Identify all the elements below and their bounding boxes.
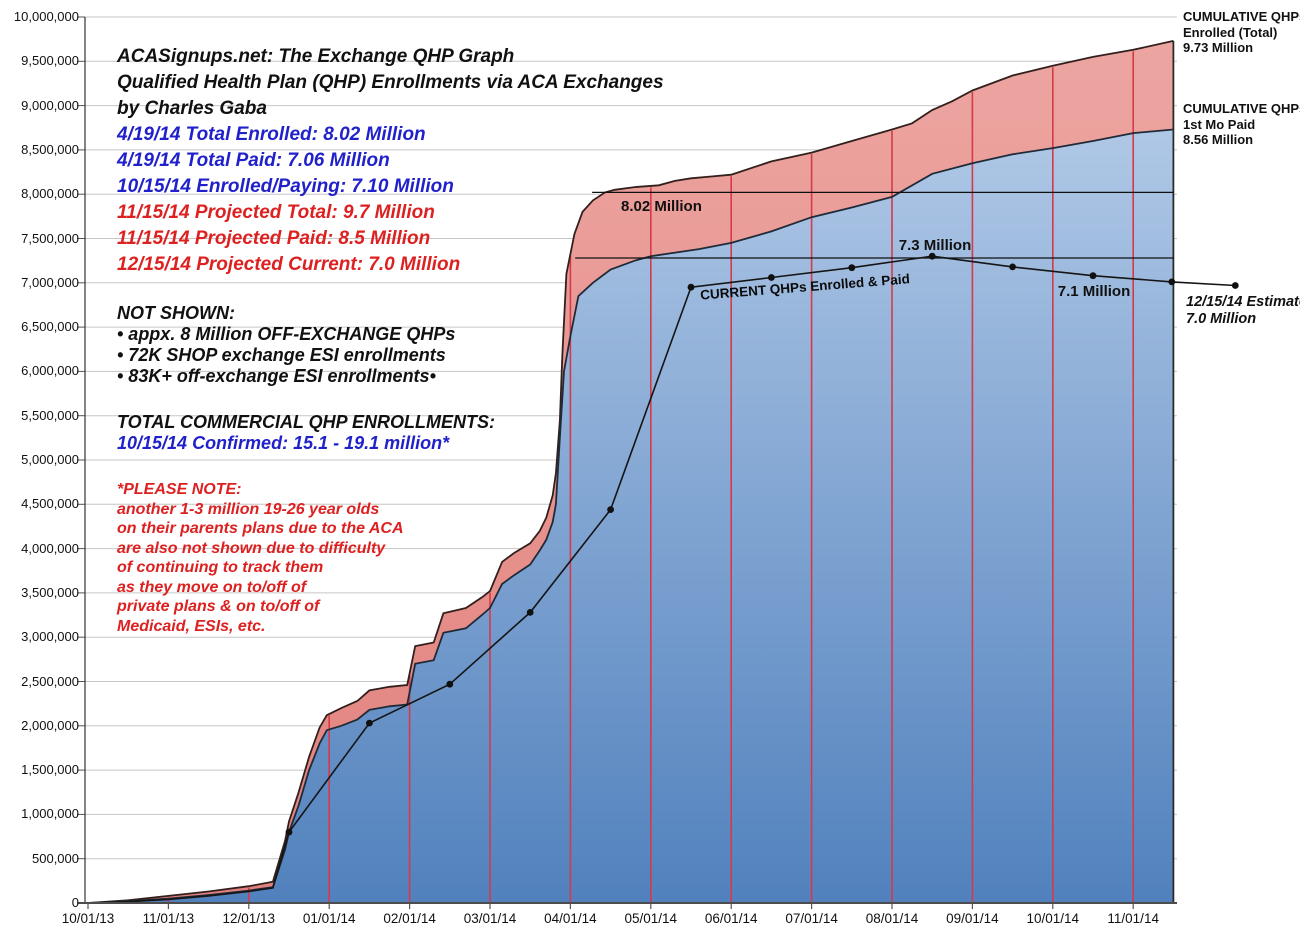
y-tick-label: 2,000,000 xyxy=(21,717,79,733)
y-tick-label: 4,500,000 xyxy=(21,496,79,512)
plateau-value-label: 8.02 Million xyxy=(621,198,702,215)
y-tick-label: 0 xyxy=(71,895,79,910)
please-note-line: as they move on to/off of xyxy=(117,578,307,596)
x-tick-label: 08/01/14 xyxy=(865,911,919,926)
please-note-line: Medicaid, ESIs, etc. xyxy=(117,617,266,635)
y-tick-label: 5,500,000 xyxy=(21,407,79,423)
estimate-label-line: 12/15/14 Estimate: xyxy=(1186,294,1300,310)
x-tick-label: 10/01/13 xyxy=(61,911,115,926)
x-axis-labels: 10/01/13 11/01/13 12/01/13 01/01/14 02/01/14… xyxy=(0,911,1300,935)
y-tick-label: 6,000,000 xyxy=(21,363,79,379)
y-tick-label: 9,000,000 xyxy=(21,97,79,113)
x-tick-label: 11/01/14 xyxy=(1107,911,1159,926)
please-note-line: are also not shown due to difficulty xyxy=(117,539,386,557)
projection-total: 11/15/14 Projected Total: 9.7 Million xyxy=(117,202,435,223)
not-shown-item: • 83K+ off-exchange ESI enrollments• xyxy=(117,366,436,386)
total-commercial-block: TOTAL COMMERCIAL QHP ENROLLMENTS: 10/15/… xyxy=(117,412,495,454)
total-commercial-value: 10/15/14 Confirmed: 15.1 - 19.1 million* xyxy=(117,433,450,453)
please-note-line: another 1-3 million 19-26 year olds xyxy=(117,500,380,518)
estimate-label: 12/15/14 Estimate: 7.0 Million xyxy=(1186,294,1300,327)
x-tick-label: 11/01/13 xyxy=(142,911,195,926)
milestone-total-enrolled: 4/19/14 Total Enrolled: 8.02 Million xyxy=(117,124,426,145)
y-tick-label: 500,000 xyxy=(32,850,79,866)
y-tick-label: 8,500,000 xyxy=(21,141,79,157)
chart-title: ACASignups.net: The Exchange QHP Graph xyxy=(117,46,515,67)
y-tick-label: 1,000,000 xyxy=(21,806,79,822)
x-tick-label: 09/01/14 xyxy=(946,911,999,926)
please-note-line: *PLEASE NOTE: xyxy=(117,481,242,498)
x-tick-label: 02/01/14 xyxy=(383,911,436,926)
series-label-value: 8.56 Million xyxy=(1183,132,1254,147)
x-tick-label: 07/01/14 xyxy=(785,911,838,926)
projection-paid: 11/15/14 Projected Paid: 8.5 Million xyxy=(117,228,431,249)
y-tick-label: 5,000,000 xyxy=(21,452,79,467)
x-tick-label: 03/01/14 xyxy=(463,911,517,926)
chart-title-block: ACASignups.net: The Exchange QHP Graph Q… xyxy=(117,44,664,278)
y-tick-label: 7,000,000 xyxy=(21,274,79,290)
x-tick-label: 06/01/14 xyxy=(704,911,758,926)
not-shown-item: • 72K SHOP exchange ESI enrollments xyxy=(117,345,446,365)
late-value-label: 7.1 Million xyxy=(1057,283,1131,300)
x-tick-label: 01/01/14 xyxy=(302,911,356,926)
y-tick-label: 9,500,000 xyxy=(21,53,79,69)
peak-value-label: 7.3 Million xyxy=(898,237,972,254)
series-label-enrolled-total: CUMULATIVE QHPs Enrolled (Total) 9.73 Mi… xyxy=(1183,9,1300,56)
series-label-line: CUMULATIVE QHPs xyxy=(1183,9,1300,24)
please-note-line: of continuing to track them xyxy=(117,559,324,576)
y-tick-label: 10,000,000 xyxy=(13,9,79,24)
total-commercial-heading: TOTAL COMMERCIAL QHP ENROLLMENTS: xyxy=(117,412,495,432)
y-tick-label: 2,500,000 xyxy=(21,673,79,689)
not-shown-heading: NOT SHOWN: xyxy=(117,303,235,323)
please-note-line: on their parents plans due to the ACA xyxy=(117,520,404,537)
y-tick-label: 3,000,000 xyxy=(21,629,79,645)
x-tick-label: 12/01/13 xyxy=(222,911,276,926)
series-label-line: CUMULATIVE QHPs xyxy=(1183,101,1300,116)
series-label-line: 1st Mo Paid xyxy=(1183,116,1256,132)
chart-subtitle: Qualified Health Plan (QHP) Enrollments … xyxy=(117,72,664,93)
y-tick-label: 3,500,000 xyxy=(21,584,79,600)
please-note-block: *PLEASE NOTE: another 1-3 million 19-26 … xyxy=(117,480,404,636)
y-tick-label: 4,000,000 xyxy=(21,540,79,556)
please-note-line: private plans & on to/off of xyxy=(117,598,320,615)
x-tick-label: 10/01/14 xyxy=(1026,911,1080,926)
x-tick-label: 04/01/14 xyxy=(544,911,597,926)
x-tick-label: 05/01/14 xyxy=(624,911,678,926)
y-tick-label: 7,500,000 xyxy=(21,230,79,246)
series-label-line: Enrolled (Total) xyxy=(1183,24,1278,40)
y-tick-label: 8,000,000 xyxy=(21,186,79,202)
milestone-enrolled-paying: 10/15/14 Enrolled/Paying: 7.10 Million xyxy=(117,176,454,197)
y-tick-label: 6,500,000 xyxy=(21,319,79,335)
series-label-first-month-paid: CUMULATIVE QHPs 1st Mo Paid 8.56 Million xyxy=(1183,101,1300,148)
chart-byline: by Charles Gaba xyxy=(117,98,267,119)
milestone-total-paid: 4/19/14 Total Paid: 7.06 Million xyxy=(117,150,390,171)
estimate-label-line: 7.0 Million xyxy=(1186,310,1257,327)
series-label-value: 9.73 Million xyxy=(1183,40,1254,55)
not-shown-item: • appx. 8 Million OFF-EXCHANGE QHPs xyxy=(117,324,456,344)
y-tick-label: 1,500,000 xyxy=(21,762,79,778)
projection-current: 12/15/14 Projected Current: 7.0 Million xyxy=(117,254,461,275)
not-shown-block: NOT SHOWN: • appx. 8 Million OFF-EXCHANG… xyxy=(117,303,455,387)
